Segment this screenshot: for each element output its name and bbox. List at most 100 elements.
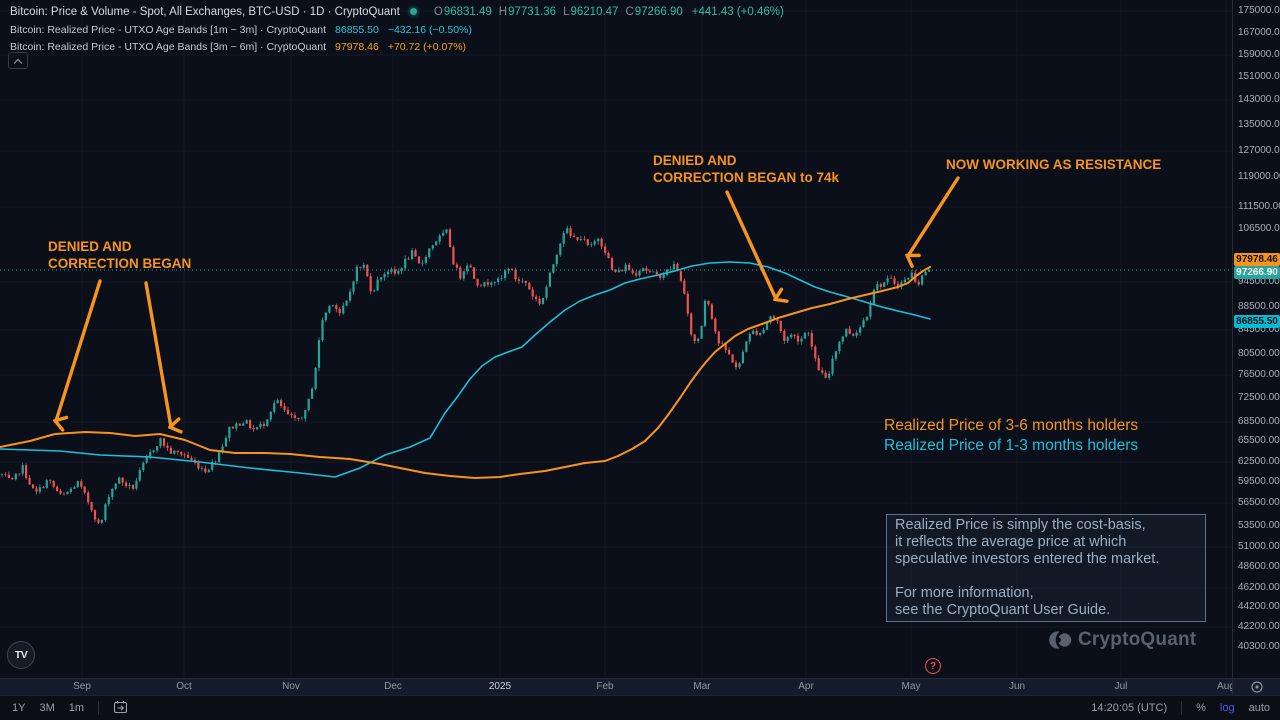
infobox-line: Realized Price is simply the cost-basis,	[895, 517, 1146, 533]
label-realized-3-6m: Realized Price of 3-6 months holders	[884, 417, 1139, 434]
time-tick-nov: Nov	[282, 681, 300, 692]
annotation-line: CORRECTION BEGAN to 74k	[653, 170, 840, 185]
price-tick: 48600.00	[1238, 561, 1280, 572]
price-tick: 42200.00	[1238, 621, 1280, 632]
price-tick: 59500.00	[1238, 476, 1280, 487]
price-axis[interactable]: 175000.00 167000.00 159000.00 151000.00 1430…	[1232, 0, 1280, 678]
time-tick-sep: Sep	[73, 681, 91, 692]
info-text-box[interactable]: Realized Price is simply the cost-basis,…	[886, 514, 1206, 622]
annotation-arrow	[56, 279, 102, 421]
open-value: 96831.49	[443, 6, 492, 18]
indicator-value: 86855.50	[335, 24, 379, 36]
price-tick: 53500.00	[1238, 520, 1280, 531]
annotation-arrow	[908, 176, 960, 256]
infobox-line: speculative investors entered the market…	[895, 551, 1160, 567]
price-tick: 159000.00	[1238, 49, 1280, 60]
price-tag: 97978.46	[1234, 252, 1280, 266]
indicator-change: +70.72 (+0.07%)	[387, 41, 467, 53]
toolbar-separator	[1181, 701, 1183, 715]
time-tick-2025: 2025	[488, 681, 512, 692]
price-tag: 86855.50	[1234, 314, 1280, 328]
price-tick: 68500.00	[1238, 416, 1280, 427]
price-tick: 84500.00	[1238, 324, 1280, 335]
price-tick: 80500.00	[1238, 348, 1280, 359]
price-tick: 44200.00	[1238, 601, 1280, 612]
price-tick: 40300.00	[1238, 641, 1280, 652]
cryptoquant-logo-icon	[1049, 631, 1072, 649]
price-tick: 46200.00	[1238, 582, 1280, 593]
infobox-line: it reflects the average price at which	[895, 534, 1127, 550]
question-glyph: ?	[929, 660, 937, 672]
indicator-title: Bitcoin: Realized Price - UTXO Age Bands…	[10, 24, 327, 36]
candlestick-series	[0, 225, 931, 524]
annotation-denied-74k[interactable]: DENIED AND CORRECTION BEGAN to 74k	[653, 152, 839, 186]
time-tick-feb: Feb	[596, 681, 614, 692]
price-tick: 135000.00	[1238, 119, 1280, 130]
infobox-line: For more information,	[895, 585, 1034, 601]
annotation-arrow	[725, 190, 776, 299]
line-cyan	[0, 261, 931, 478]
price-tick: 175000.00	[1238, 5, 1280, 16]
range-1y-button[interactable]: 1Y	[12, 702, 26, 714]
toolbar-separator	[98, 701, 100, 715]
close-value: 97266.90	[634, 6, 683, 18]
high-label: H	[498, 6, 508, 18]
price-tick: 167000.00	[1238, 27, 1280, 38]
clock-utc[interactable]: 14:20:05 (UTC)	[1091, 702, 1168, 714]
price-tick: 106500.00	[1238, 223, 1280, 234]
price-tick: 143000.00	[1238, 94, 1280, 105]
tradingview-logo[interactable]: TV	[7, 641, 35, 669]
price-tick: 111500.00	[1238, 201, 1280, 212]
auto-scale-button[interactable]: auto	[1248, 702, 1270, 714]
calendar-icon	[113, 700, 128, 713]
axis-settings-icon	[1250, 681, 1263, 693]
price-tick: 72500.00	[1238, 392, 1280, 403]
time-axis[interactable]: Sep Oct Nov Dec 2025 Feb Mar Apr May Jun Jul Aug	[0, 678, 1235, 695]
symbol-title: Bitcoin: Price & Volume - Spot, All Exch…	[10, 6, 400, 18]
legend-row-utxo-3m6m[interactable]: Bitcoin: Realized Price - UTXO Age Bands…	[10, 41, 466, 53]
price-tick: 65500.00	[1238, 435, 1280, 446]
indicator-value: 97978.46	[335, 41, 379, 53]
time-tick-may: May	[901, 681, 921, 692]
infobox-line	[895, 568, 1197, 585]
time-tick-jun: Jun	[1008, 681, 1026, 692]
price-tick: 94500.00	[1238, 276, 1280, 287]
chart-canvas[interactable]	[0, 0, 1232, 678]
alert-question-icon[interactable]: ?	[925, 658, 941, 674]
line-orange	[0, 266, 931, 479]
log-scale-button[interactable]: log	[1219, 702, 1235, 714]
range-1m-button[interactable]: 1m	[68, 702, 85, 714]
indicator-title: Bitcoin: Realized Price - UTXO Age Bands…	[10, 41, 327, 53]
price-tick: 51000.00	[1238, 541, 1280, 552]
percent-scale-button[interactable]: %	[1196, 702, 1206, 714]
price-tick: 76500.00	[1238, 369, 1280, 380]
legend-row-price[interactable]: Bitcoin: Price & Volume - Spot, All Exch…	[10, 6, 784, 18]
annotation-arrows[interactable]	[56, 176, 960, 427]
price-tag: 97266.90	[1234, 265, 1280, 279]
annotation-resistance[interactable]: NOW WORKING AS RESISTANCE	[946, 156, 1161, 173]
annotation-line: DENIED AND	[653, 153, 737, 168]
price-tick: 119000.00	[1238, 171, 1280, 182]
cryptoquant-watermark: CryptoQuant	[1046, 629, 1196, 651]
indicator-change: −432.16 (−0.50%)	[387, 24, 472, 36]
price-tick: 62500.00	[1238, 456, 1280, 467]
annotation-line: NOW WORKING AS RESISTANCE	[946, 157, 1162, 172]
live-dot-icon	[409, 7, 417, 15]
indicator-lines	[0, 261, 931, 479]
annotation-denied-left[interactable]: DENIED AND CORRECTION BEGAN	[48, 238, 191, 272]
time-tick-dec: Dec	[384, 681, 402, 692]
label-realized-1-3m: Realized Price of 1-3 months holders	[884, 437, 1139, 454]
legend-collapse-button[interactable]	[8, 52, 28, 69]
axis-settings-corner[interactable]	[1232, 678, 1280, 695]
legend-row-utxo-1m3m[interactable]: Bitcoin: Realized Price - UTXO Age Bands…	[10, 24, 472, 36]
open-label: O	[433, 6, 443, 18]
close-label: C	[625, 6, 634, 18]
annotation-line: CORRECTION BEGAN	[48, 256, 192, 271]
go-to-date-button[interactable]	[113, 700, 128, 717]
high-value: 97731.36	[508, 6, 557, 18]
low-label: L	[563, 6, 570, 18]
annotation-line: DENIED AND	[48, 239, 132, 254]
price-tick: 88500.00	[1238, 301, 1280, 312]
range-3m-button[interactable]: 3M	[39, 702, 55, 714]
